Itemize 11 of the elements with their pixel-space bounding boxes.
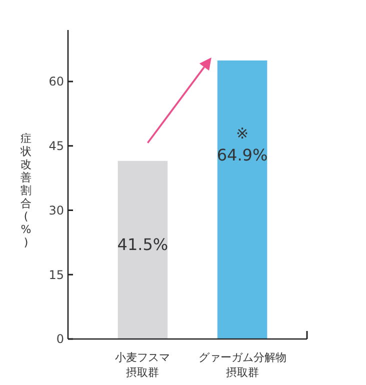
y-tick-label: 15 — [48, 268, 64, 282]
data-label: 64.9% — [216, 146, 268, 165]
y-tick-label: 60 — [48, 74, 64, 89]
y-tick-label: 45 — [48, 139, 64, 154]
x-tick-label: グァーガム分解物摂取群 — [198, 351, 286, 379]
text: 症状改善割合(%) — [20, 132, 32, 249]
y-tick-label: 0 — [56, 332, 64, 346]
annotation: ※ — [236, 124, 249, 143]
data-label: 41.5% — [117, 234, 168, 254]
x-tick-label: 小麦フスマ摂取群 — [115, 351, 170, 379]
y-tick-label: 30 — [48, 203, 64, 218]
